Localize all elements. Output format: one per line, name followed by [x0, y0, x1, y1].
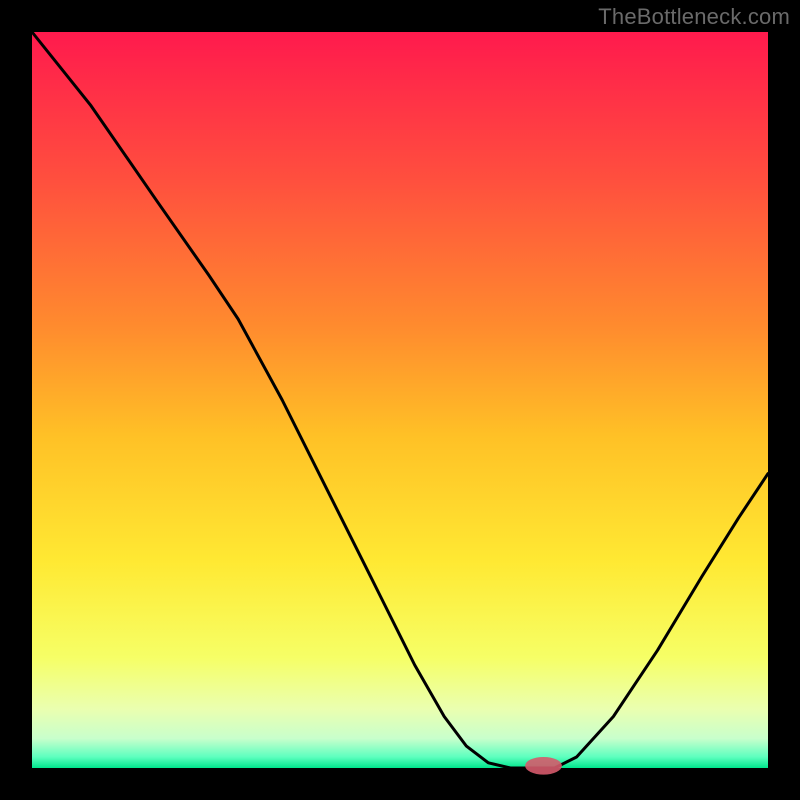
watermark-text: TheBottleneck.com: [598, 4, 790, 30]
bottleneck-chart: [0, 0, 800, 800]
plot-background: [32, 32, 768, 768]
chart-frame: TheBottleneck.com: [0, 0, 800, 800]
optimal-marker: [525, 757, 562, 775]
